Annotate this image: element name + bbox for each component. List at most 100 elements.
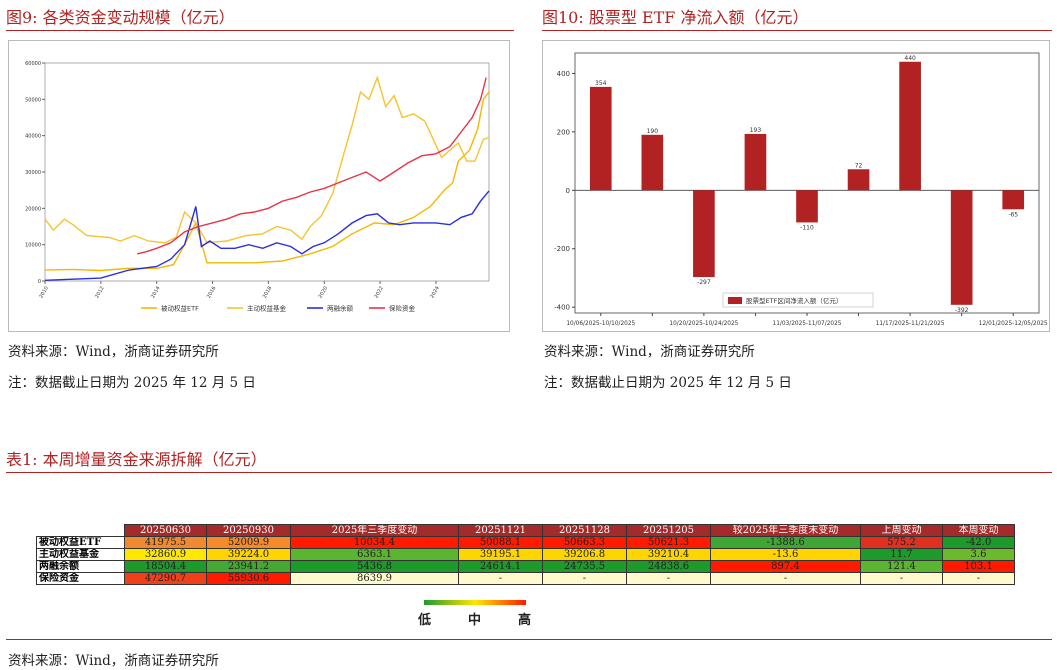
figure-9-title-rule xyxy=(6,30,514,31)
figure-9-title: 图9: 各类资金变动规模（亿元） xyxy=(6,8,235,27)
table-cell: - xyxy=(860,572,943,585)
x-tick-label: 2012 xyxy=(94,285,106,299)
bar-data-label: -392 xyxy=(955,307,969,314)
bar-data-label: -65 xyxy=(1008,211,1018,218)
table-cell: 52009.9 xyxy=(206,536,291,549)
series-line xyxy=(44,75,490,244)
table-cell: 24838.6 xyxy=(626,560,711,573)
bar-data-label: 193 xyxy=(750,127,762,134)
heat-legend-low: 低 xyxy=(418,613,432,628)
series-line xyxy=(44,91,490,272)
table-row: 保险资金 47290.7 55930.6 8639.9- - - - - - xyxy=(36,572,1015,585)
table-header-cell: 较2025年三季度末变动 xyxy=(710,524,861,537)
etf-net-inflow-bar-chart: -400 -200 0 200 400 354 10/06/2025-10/10/2025 1… xyxy=(554,52,1048,327)
x-tick-label: 10/06/2025-10/10/2025 xyxy=(566,321,635,327)
table-cell: 103.1 xyxy=(942,560,1015,573)
table-header-cell: 本周变动 xyxy=(942,524,1015,537)
legend-swatch xyxy=(728,297,742,304)
figure-9-frame: 0 10000 20000 30000 40000 50000 60000 2010 2012 2… xyxy=(8,40,510,332)
table-cell: - xyxy=(458,572,543,585)
table-cell: 121.4 xyxy=(860,560,943,573)
legend-label: 两融余额 xyxy=(327,304,354,313)
legend-label: 被动权益ETF xyxy=(161,304,199,313)
table-cell: 50088.1 xyxy=(458,536,543,549)
table-cell: - xyxy=(942,572,1015,585)
y-tick-label: -400 xyxy=(554,304,570,312)
table-row-label: 保险资金 xyxy=(36,572,125,585)
table-cell: 50663.3 xyxy=(542,536,627,549)
bar xyxy=(847,169,870,191)
table-cell: 575.2 xyxy=(860,536,943,549)
bar xyxy=(796,190,818,223)
fund-source-table: 20250630 20250930 2025年三季度变动 20251121 20… xyxy=(36,524,1015,585)
table-row: 被动权益ETF 41975.5 52009.9 10034.4 50088.1 50663… xyxy=(36,536,1015,549)
table-1-title: 表1: 本周增量资金来源拆解（亿元） xyxy=(6,450,267,469)
y-tick-label: 0 xyxy=(566,187,570,195)
heat-legend-mid: 中 xyxy=(468,613,482,628)
table-cell: - xyxy=(710,572,861,585)
heat-legend-bar xyxy=(424,600,526,605)
bar xyxy=(1002,190,1025,210)
y-tick-label: 40000 xyxy=(25,134,41,140)
x-tick-label: 2020 xyxy=(318,285,330,299)
x-tick-label: 2024 xyxy=(429,285,441,299)
table-row-label: 主动权益基金 xyxy=(36,548,125,561)
x-tick-label: 2016 xyxy=(206,285,218,299)
table-cell: 3.6 xyxy=(942,548,1015,561)
table-cell: 8639.9 xyxy=(290,572,459,585)
table-cell: -42.0 xyxy=(942,536,1015,549)
table-1-bottom-rule xyxy=(6,639,1052,640)
table-row: 主动权益基金 32860.9 39224.0 6363.1 39195.1 39206.8… xyxy=(36,548,1015,561)
bar xyxy=(744,133,767,191)
x-tick-label: 12/01/2025-12/05/2025 xyxy=(979,321,1048,327)
table-cell: -1388.6 xyxy=(710,536,861,549)
y-tick-label: -200 xyxy=(554,245,570,253)
legend-label: 主动权益基金 xyxy=(247,304,287,313)
bar xyxy=(899,61,921,191)
figure-10-frame: -400 -200 0 200 400 354 10/06/2025-10/10/2025 1… xyxy=(542,40,1050,332)
bar xyxy=(641,134,664,191)
bar xyxy=(589,86,612,191)
x-tick-label: 2010 xyxy=(38,285,50,299)
table-cell: 24614.1 xyxy=(458,560,543,573)
x-tick-label: 11/03/2025-11/07/2025 xyxy=(773,321,842,327)
table-cell: 39195.1 xyxy=(458,548,543,561)
table-cell: - xyxy=(542,572,627,585)
table-cell: 18504.4 xyxy=(124,560,207,573)
x-tick-label: 10/20/2025-10/24/2025 xyxy=(669,321,738,327)
bar xyxy=(693,190,715,278)
table-cell: 55930.6 xyxy=(206,572,291,585)
y-tick-label: 200 xyxy=(557,128,570,136)
table-header-cell: 20250930 xyxy=(206,524,291,537)
y-tick-label: 30000 xyxy=(25,170,41,176)
bar-data-label: 354 xyxy=(595,80,607,87)
table-header-cell: 20251121 xyxy=(458,524,543,537)
table-cell: 47290.7 xyxy=(124,572,207,585)
table-cell: 11.7 xyxy=(860,548,943,561)
table-cell: -13.6 xyxy=(710,548,861,561)
table-header-cell: 20251128 xyxy=(542,524,627,537)
table-cell: 39206.8 xyxy=(542,548,627,561)
x-tick-label: 2022 xyxy=(373,285,385,299)
x-tick-label: 2014 xyxy=(150,285,162,299)
y-tick-label: 400 xyxy=(557,70,570,78)
figure-10-source: 资料来源：Wind，浙商证券研究所 xyxy=(544,344,755,360)
y-tick-label: 60000 xyxy=(25,61,41,67)
y-tick-label: 50000 xyxy=(25,97,41,103)
table-cell: 23941.2 xyxy=(206,560,291,573)
series-line xyxy=(44,190,490,281)
table-cell: - xyxy=(626,572,711,585)
y-tick-label: 10000 xyxy=(25,243,41,249)
table-cell: 6363.1 xyxy=(290,548,459,561)
heat-legend-high: 高 xyxy=(518,613,532,628)
y-tick-label: 0 xyxy=(38,279,41,285)
figure-10-note: 注：数据截止日期为 2025 年 12 月 5 日 xyxy=(544,375,792,391)
table-header-cell: 20250630 xyxy=(124,524,207,537)
figure-9-note: 注：数据截止日期为 2025 年 12 月 5 日 xyxy=(8,375,256,391)
table-cell: 39224.0 xyxy=(206,548,291,561)
table-header-cell: 2025年三季度变动 xyxy=(290,524,459,537)
table-1-title-rule xyxy=(6,472,1052,473)
fund-scale-line-chart: 0 10000 20000 30000 40000 50000 60000 2010 2012 2… xyxy=(25,61,490,313)
bar-data-label: 72 xyxy=(855,162,863,169)
table-cell: 24735.5 xyxy=(542,560,627,573)
